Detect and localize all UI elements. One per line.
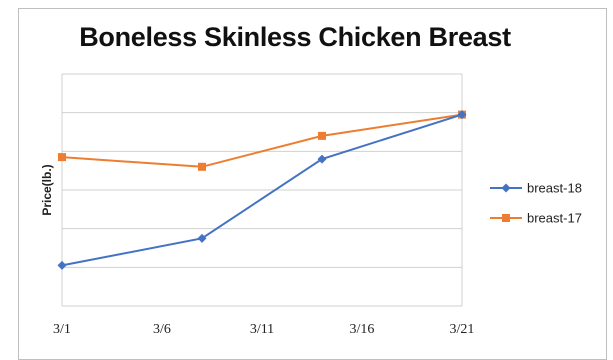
legend-marker-breast-17	[502, 214, 510, 222]
x-tick-labels: 3/1 3/6 3/11 3/16 3/21	[53, 322, 474, 337]
chart-frame	[18, 8, 607, 360]
data-point-breast-18	[57, 260, 67, 270]
x-tick-label: 3/11	[250, 322, 274, 337]
data-point-breast-18	[197, 233, 207, 243]
data-point-breast-18	[457, 110, 467, 120]
series-line-breast-18	[61, 113, 463, 267]
legend-marker-breast-18	[501, 183, 511, 193]
chart-title: Boneless Skinless Chicken Breast	[79, 22, 511, 52]
data-point-breast-17	[198, 162, 206, 171]
series-line-breast-17	[61, 113, 463, 168]
data-point-breast-17	[58, 153, 66, 162]
x-tick-label: 3/21	[450, 322, 475, 337]
legend-label-breast-18: breast-18	[527, 181, 582, 196]
legend: breast-18 breast-17	[490, 181, 582, 226]
legend-label-breast-17: breast-17	[527, 211, 582, 226]
data-point-breast-17	[318, 131, 326, 140]
chart-svg: 3/1 3/6 3/11 3/16 3/21 breast-18 breast-17	[53, 73, 582, 337]
x-tick-label: 3/1	[53, 322, 71, 337]
series-layer	[57, 110, 467, 270]
data-point-breast-18	[317, 154, 327, 164]
x-tick-label: 3/6	[153, 322, 171, 337]
x-tick-label: 3/16	[350, 322, 375, 337]
gridlines	[61, 73, 463, 307]
